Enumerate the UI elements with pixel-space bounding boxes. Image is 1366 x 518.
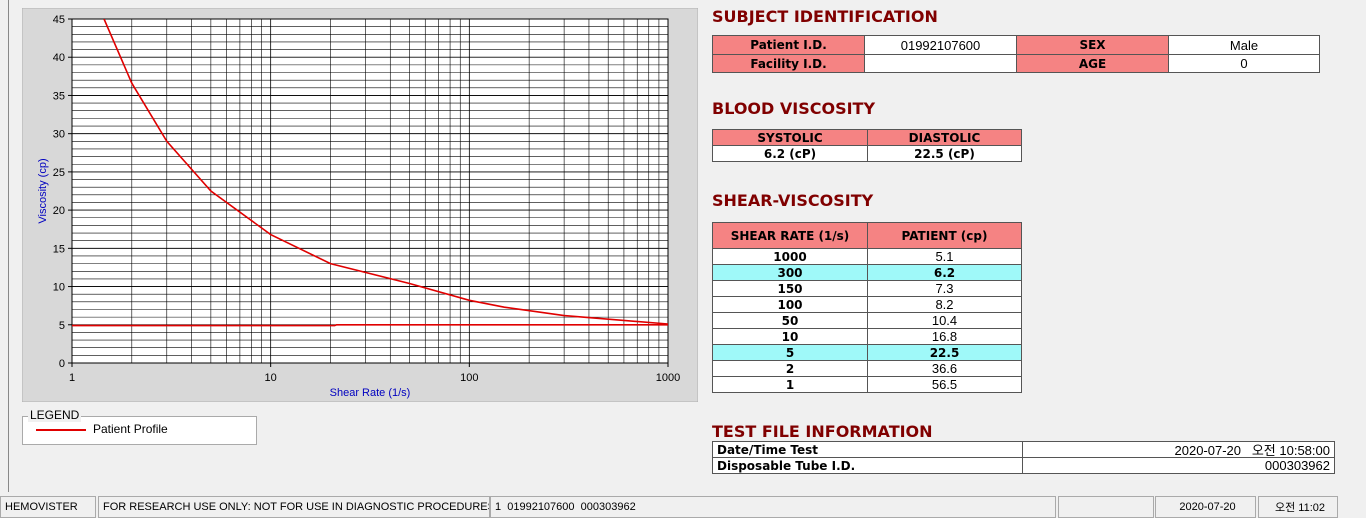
legend-title: LEGEND xyxy=(28,408,82,422)
y-tick-label: 45 xyxy=(53,14,65,26)
table-cell: 36.6 xyxy=(867,360,1022,377)
table-cell: 5.1 xyxy=(867,248,1022,265)
y-tick-label: 35 xyxy=(53,90,65,102)
x-axis-label: Shear Rate (1/s) xyxy=(330,387,411,399)
status-bar: HEMOVISTER FOR RESEARCH USE ONLY: NOT FOR… xyxy=(0,495,1366,518)
y-tick-label: 40 xyxy=(53,52,65,64)
status-cell: HEMOVISTER xyxy=(0,496,96,518)
table-cell: 1000 xyxy=(712,248,868,265)
test-file-title: TEST FILE INFORMATION xyxy=(712,422,933,441)
y-tick-label: 20 xyxy=(53,205,65,217)
header-cell: SYSTOLIC xyxy=(712,129,868,146)
table-cell: 1 xyxy=(712,376,868,393)
table-cell: 10 xyxy=(712,328,868,345)
value-cell: 000303962 xyxy=(1022,457,1335,474)
value-cell xyxy=(864,54,1017,73)
status-cell: 1 01992107600 000303962 xyxy=(490,496,1056,518)
series-line xyxy=(103,19,668,325)
shear-title: SHEAR-VISCOSITY xyxy=(712,191,874,210)
y-tick-label: 15 xyxy=(53,243,65,255)
status-cell: 오전 11:02 xyxy=(1258,496,1338,518)
header-cell: PATIENT (cp) xyxy=(867,222,1022,249)
table-cell: 10.4 xyxy=(867,312,1022,329)
value-cell: 6.2 (cP) xyxy=(712,145,868,162)
frame-edge xyxy=(8,0,9,492)
label-cell: AGE xyxy=(1016,54,1169,73)
header-cell: DIASTOLIC xyxy=(867,129,1022,146)
plot-area xyxy=(72,19,668,363)
plot-border xyxy=(71,18,669,364)
y-tick-label: 5 xyxy=(59,320,65,332)
label-cell: SEX xyxy=(1016,35,1169,55)
status-cell: 2020-07-20 xyxy=(1155,496,1256,518)
y-tick-label: 30 xyxy=(53,129,65,141)
table-cell: 2 xyxy=(712,360,868,377)
chart: 0 5 10 15 20 25 30 35 40 45 1 10 100 1000 Shear Rate (… xyxy=(22,8,698,402)
table-cell: 56.5 xyxy=(867,376,1022,393)
table-cell: 5 xyxy=(712,344,868,361)
table-cell: 50 xyxy=(712,312,868,329)
blood-title: BLOOD VISCOSITY xyxy=(712,99,876,118)
series-line xyxy=(72,323,668,327)
table-cell: 6.2 xyxy=(867,264,1022,281)
legend-swatch xyxy=(36,429,86,431)
table-cell: 22.5 xyxy=(867,344,1022,361)
table-cell: 300 xyxy=(712,264,868,281)
label-cell: Date/Time Test xyxy=(712,441,1023,458)
table-cell: 16.8 xyxy=(867,328,1022,345)
header-cell: SHEAR RATE (1/s) xyxy=(712,222,868,249)
y-axis-label: Viscosity (cp) xyxy=(37,158,49,223)
status-cell xyxy=(1058,496,1154,518)
x-tick-label: 10 xyxy=(265,372,277,384)
value-cell: 01992107600 xyxy=(864,35,1017,55)
table-cell: 8.2 xyxy=(867,296,1022,313)
y-tick-label: 10 xyxy=(53,282,65,294)
value-cell: 2020-07-20 오전 10:58:00 xyxy=(1022,441,1335,458)
legend-label: Patient Profile xyxy=(93,422,168,436)
x-tick-label: 1 xyxy=(69,372,75,384)
y-tick-label: 25 xyxy=(53,167,65,179)
subject-title: SUBJECT IDENTIFICATION xyxy=(712,7,938,26)
table-cell: 7.3 xyxy=(867,280,1022,297)
status-cell: FOR RESEARCH USE ONLY: NOT FOR USE IN DI… xyxy=(98,496,490,518)
label-cell: Patient I.D. xyxy=(712,35,865,55)
x-tick-label: 1000 xyxy=(656,372,680,384)
value-cell: 22.5 (cP) xyxy=(867,145,1022,162)
x-tick-label: 100 xyxy=(460,372,478,384)
label-cell: Disposable Tube I.D. xyxy=(712,457,1023,474)
table-cell: 100 xyxy=(712,296,868,313)
label-cell: Facility I.D. xyxy=(712,54,865,73)
value-cell: Male xyxy=(1168,35,1320,55)
y-tick-label: 0 xyxy=(59,358,65,370)
table-cell: 150 xyxy=(712,280,868,297)
value-cell: 0 xyxy=(1168,54,1320,73)
